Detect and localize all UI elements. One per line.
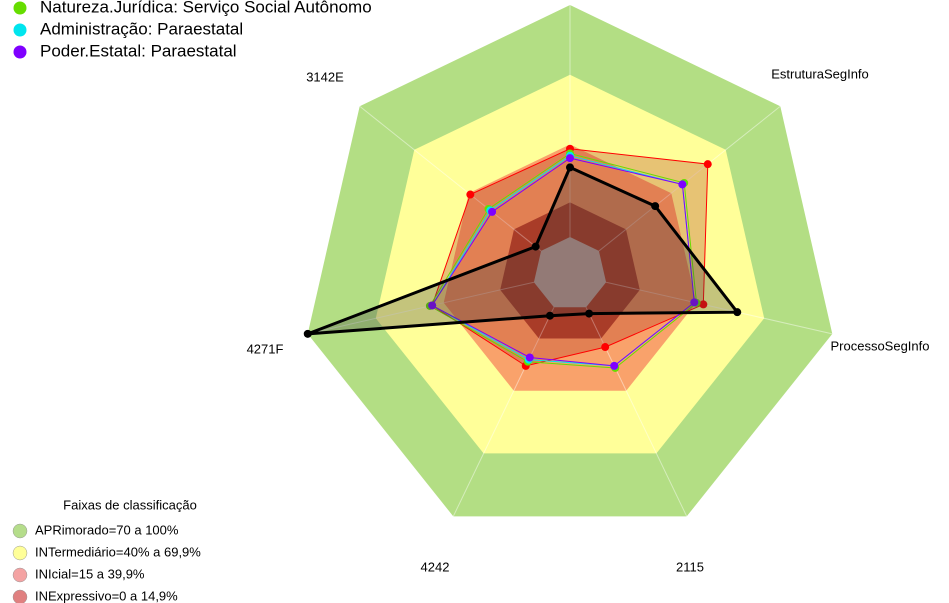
series-point: [566, 163, 574, 172]
bands-legend-marker: [12, 545, 28, 561]
series-point: [488, 207, 497, 216]
bands-legend-marker: [12, 567, 28, 583]
series-point: [531, 242, 540, 251]
axis-label: 2115: [676, 559, 704, 574]
series-point: [699, 300, 708, 309]
axis-label: 4242: [421, 559, 450, 574]
axis-label: ProcessoSegInfo: [830, 338, 929, 353]
series-point: [525, 353, 534, 362]
spoke: [359, 105, 542, 252]
axis-label: EstruturaSegInfo: [771, 66, 869, 81]
series-line: [307, 165, 741, 336]
series-point: [428, 301, 437, 310]
series-point: [733, 308, 742, 317]
bands-legend-marker: [12, 589, 28, 603]
series-line: [431, 157, 695, 367]
spoke: [605, 281, 833, 335]
series-point: [678, 180, 687, 189]
series-point: [651, 202, 660, 211]
bands-legend-label: INExpressivo=0 a 14,9%: [35, 588, 178, 603]
spoke: [598, 105, 781, 252]
legend-marker: [13, 1, 27, 15]
series-point: [585, 309, 594, 318]
legend-marker: [13, 23, 27, 37]
legend-label: Natureza.Jurídica: Serviço Social Autôno…: [40, 0, 372, 16]
axis-label: 3142E: [306, 69, 344, 84]
axis-label: 4271F: [247, 341, 284, 356]
bands-legend-marker: [12, 523, 28, 539]
series-line: [429, 152, 698, 369]
bands-legend-title: Faixas de classificação: [63, 497, 197, 512]
series-point: [703, 160, 712, 169]
legend-label: Poder.Estatal: Paraestatal: [40, 41, 237, 60]
bands-legend-label: APRimorado=70 a 100%: [35, 522, 179, 537]
legend-label: Administração: Paraestatal: [40, 19, 243, 38]
bands-legend-label: INTermediário=40% a 69,9%: [35, 544, 201, 559]
series-point: [303, 329, 312, 338]
series-point: [601, 343, 610, 352]
series-point: [610, 361, 619, 370]
spoke: [585, 307, 688, 517]
series-point: [690, 298, 699, 307]
series-point: [466, 190, 475, 199]
center-hole: [533, 237, 607, 308]
bands-legend-label: INIcial=15 a 39,9%: [35, 566, 145, 581]
series-point: [566, 154, 574, 163]
series-point: [545, 311, 554, 320]
spoke: [307, 281, 535, 335]
legend-marker: [13, 45, 27, 59]
spoke: [452, 307, 555, 517]
